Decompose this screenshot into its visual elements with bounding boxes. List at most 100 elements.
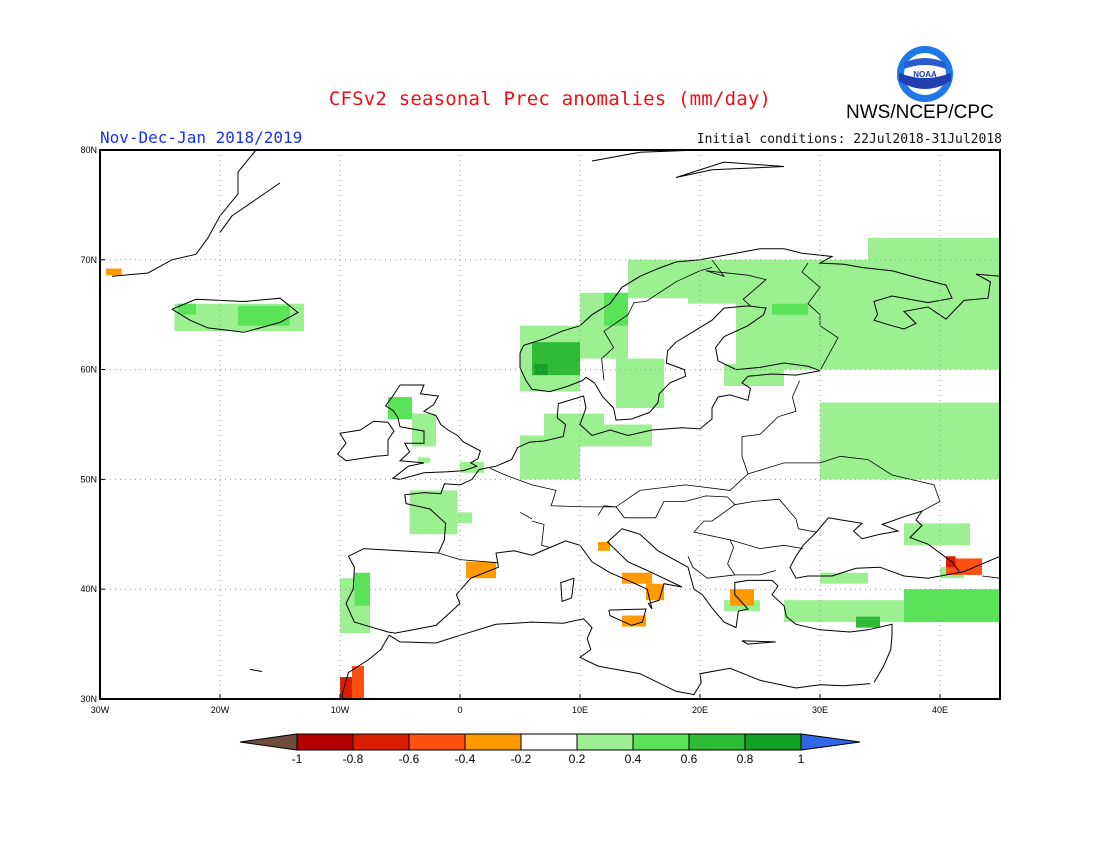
colorbar-box bbox=[744, 733, 802, 751]
anomaly-cell bbox=[598, 541, 610, 551]
colorbar-tick-label: 0.2 bbox=[569, 752, 586, 766]
colorbar-box bbox=[408, 733, 466, 751]
border-line bbox=[734, 498, 817, 533]
colorbar-tick-label: 0.4 bbox=[625, 752, 642, 766]
anomaly-cell bbox=[622, 572, 652, 584]
colorbar-box bbox=[352, 733, 410, 751]
colorbar-box bbox=[632, 733, 690, 751]
coastline bbox=[219, 182, 281, 233]
anomaly-cell bbox=[616, 358, 664, 409]
coastline bbox=[388, 618, 871, 696]
coastline bbox=[341, 635, 390, 699]
anomaly-cells bbox=[106, 237, 1000, 699]
coastline bbox=[741, 640, 776, 645]
coastline bbox=[789, 510, 1001, 579]
map-frame bbox=[99, 149, 1001, 700]
agency-label: NWS/NCEP/CPC bbox=[846, 102, 994, 123]
colorbar-tick-label: -0.6 bbox=[399, 752, 420, 766]
anomaly-cell bbox=[946, 556, 956, 568]
gridlines bbox=[100, 150, 1000, 699]
lon-tick-label: 20E bbox=[692, 705, 708, 715]
colorbar-box bbox=[296, 733, 354, 751]
coastline bbox=[249, 668, 263, 672]
colorbar-labels: -1 -0.8 -0.6 -0.4 -0.2 0.2 0.4 0.6 0.8 1 bbox=[292, 752, 805, 766]
coastline bbox=[348, 370, 821, 557]
colorbar-box bbox=[464, 733, 522, 751]
border-line bbox=[734, 570, 776, 576]
colorbar-arrow-right bbox=[800, 733, 861, 751]
anomaly-cell bbox=[178, 303, 196, 315]
lon-tick-label: 10E bbox=[572, 705, 588, 715]
anomaly-cell bbox=[466, 561, 496, 579]
anomaly-cell bbox=[520, 435, 580, 480]
border-line bbox=[601, 267, 713, 381]
colorbar-tick-label: -0.2 bbox=[511, 752, 532, 766]
colorbar-arrow-left bbox=[239, 733, 298, 751]
anomaly-cell bbox=[820, 402, 1000, 480]
lat-tick-label: 50N bbox=[80, 474, 97, 484]
colorbar-tick-label: -0.8 bbox=[343, 752, 364, 766]
coastlines bbox=[111, 149, 1001, 699]
colorbar-tick-label: 0.6 bbox=[681, 752, 698, 766]
anomaly-cell bbox=[820, 572, 868, 584]
axis-ticks: 30W 20W 10W 0 10E 20E 30E 40E 80N 70N 60N 50N 40N 30N bbox=[80, 145, 948, 715]
colorbar-boxes bbox=[239, 733, 861, 751]
anomaly-cell bbox=[604, 292, 628, 326]
border-line bbox=[705, 259, 767, 307]
anomaly-cell bbox=[340, 677, 352, 699]
coastline bbox=[345, 528, 893, 683]
noaa-logo: NOAA bbox=[897, 46, 953, 102]
colorbar-tick-label: 1 bbox=[798, 752, 805, 766]
border-line bbox=[747, 455, 941, 512]
anomaly-cell bbox=[784, 600, 916, 623]
coastline bbox=[560, 577, 575, 602]
anomaly-cell bbox=[904, 589, 1000, 623]
anomaly-cell bbox=[580, 424, 652, 447]
border-line bbox=[615, 495, 736, 579]
lon-tick-label: 10W bbox=[331, 705, 350, 715]
lon-tick-label: 40E bbox=[932, 705, 948, 715]
lat-tick-label: 80N bbox=[80, 145, 97, 155]
coastline bbox=[336, 420, 395, 462]
border-line bbox=[729, 539, 804, 550]
anomaly-cell bbox=[238, 305, 290, 326]
coastline bbox=[608, 608, 647, 626]
colorbar-tick-label: -0.4 bbox=[455, 752, 476, 766]
colorbar-box bbox=[520, 733, 578, 751]
border-line bbox=[792, 380, 800, 398]
border-line bbox=[981, 575, 1001, 579]
lat-tick-label: 70N bbox=[80, 255, 97, 265]
border-line bbox=[531, 520, 551, 548]
anomaly-cell bbox=[106, 268, 122, 276]
anomaly-cell bbox=[646, 583, 664, 601]
border-line bbox=[597, 505, 617, 516]
coastline bbox=[111, 253, 197, 277]
border-line bbox=[519, 511, 533, 520]
colorbar-tick-label: 0.8 bbox=[737, 752, 754, 766]
colorbar-box bbox=[576, 733, 634, 751]
border-line bbox=[489, 396, 797, 508]
anomaly-cell bbox=[457, 512, 472, 524]
lon-tick-label: 30W bbox=[91, 705, 110, 715]
map-title: CFSv2 seasonal Prec anomalies (mm/day) bbox=[328, 88, 772, 110]
colorbar-box bbox=[688, 733, 746, 751]
coastline bbox=[384, 384, 482, 480]
anomaly-cell bbox=[856, 616, 880, 628]
anomaly-cell bbox=[622, 615, 646, 627]
anomaly-cell bbox=[418, 457, 430, 463]
colorbar-tick-label: -1 bbox=[292, 752, 303, 766]
season-label: Nov-Dec-Jan 2018/2019 bbox=[100, 128, 303, 147]
anomaly-cell bbox=[354, 572, 370, 606]
lat-tick-label: 40N bbox=[80, 584, 97, 594]
lat-tick-label: 30N bbox=[80, 694, 97, 704]
anomaly-cell bbox=[352, 666, 364, 699]
anomaly-cell bbox=[730, 589, 754, 606]
anomaly-cell bbox=[388, 397, 412, 420]
border-line bbox=[801, 262, 839, 371]
lon-tick-label: 0 bbox=[457, 705, 462, 715]
coastline bbox=[519, 248, 1001, 421]
border-line bbox=[438, 552, 499, 564]
svg-text:NOAA: NOAA bbox=[913, 70, 937, 79]
